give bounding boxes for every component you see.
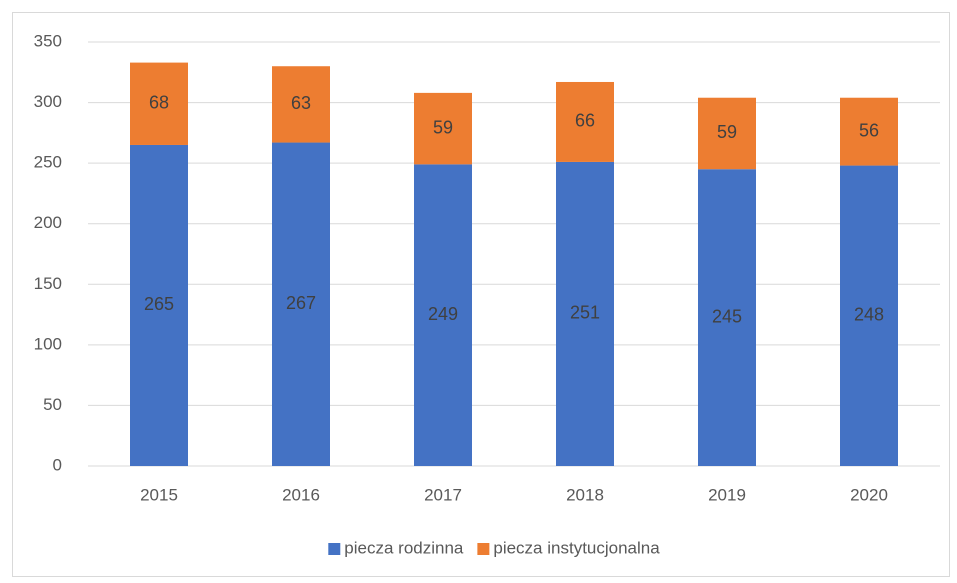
bar-segment (698, 97, 756, 170)
y-tick-label: 100 (34, 334, 62, 353)
data-label: 251 (570, 303, 600, 323)
bar-segment (840, 165, 898, 466)
data-label: 265 (144, 294, 174, 314)
data-label: 267 (286, 293, 316, 313)
y-tick-label: 200 (34, 213, 62, 232)
y-tick-label: 250 (34, 153, 62, 172)
x-tick-label: 2020 (850, 485, 888, 504)
data-label: 249 (428, 304, 458, 324)
y-tick-label: 50 (43, 395, 62, 414)
y-tick-label: 350 (34, 31, 62, 50)
x-tick-label: 2017 (424, 485, 462, 504)
x-tick-label: 2016 (282, 485, 320, 504)
bar-segment (414, 164, 472, 466)
data-label: 56 (859, 120, 879, 140)
data-label: 59 (433, 117, 453, 137)
legend-swatch (328, 543, 341, 555)
legend-label: piecza rodzinna (344, 538, 464, 557)
bar-segment (272, 66, 330, 143)
x-tick-label: 2019 (708, 485, 746, 504)
data-label: 66 (575, 111, 595, 131)
bar-segment (272, 142, 330, 466)
bar-segment (130, 144, 188, 466)
data-label: 248 (854, 305, 884, 325)
y-tick-label: 150 (34, 274, 62, 293)
data-label: 63 (291, 93, 311, 113)
bar-segment (130, 62, 188, 145)
bar-segment (556, 161, 614, 466)
x-tick-label: 2015 (140, 485, 178, 504)
bar-segment (840, 97, 898, 166)
data-label: 68 (149, 93, 169, 113)
data-label: 245 (712, 306, 742, 326)
legend-label: piecza instytucjonalna (493, 538, 660, 557)
legend-swatch (477, 543, 490, 555)
y-tick-label: 300 (34, 92, 62, 111)
y-tick-label: 0 (53, 455, 62, 474)
x-tick-label: 2018 (566, 485, 604, 504)
data-label: 59 (717, 122, 737, 142)
bar-segment (556, 81, 614, 162)
bar-segment (414, 92, 472, 165)
bar-segment (698, 169, 756, 466)
